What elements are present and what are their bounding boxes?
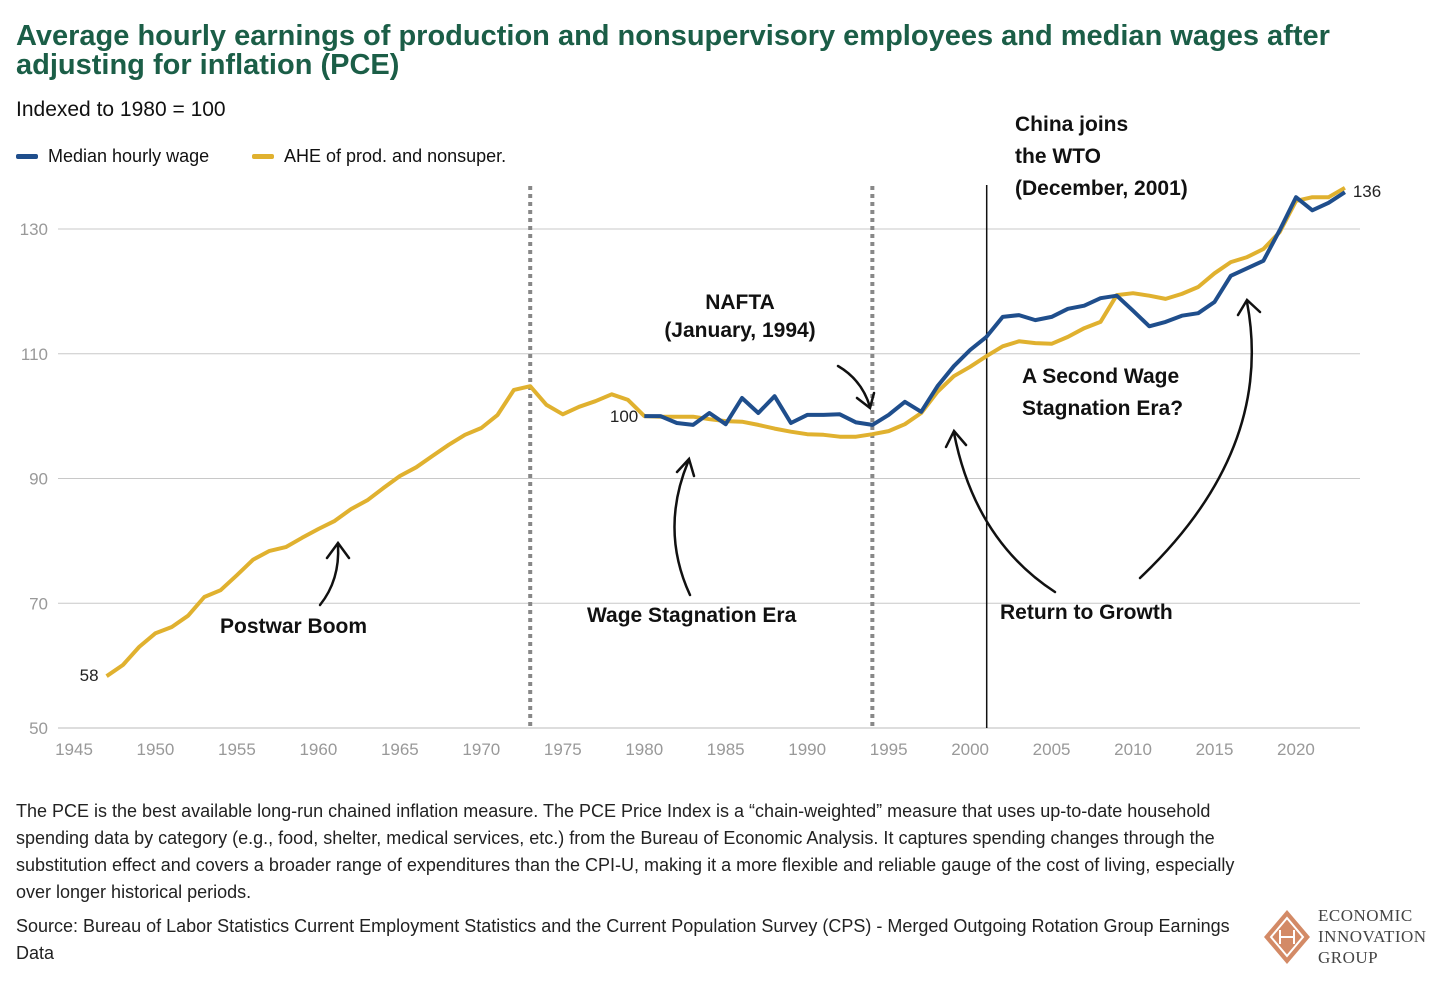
x-tick-label: 2010 (1114, 740, 1152, 759)
annotation-second-line1: A Second Wage (1022, 365, 1180, 388)
logo-line2: INNOVATION (1318, 927, 1427, 946)
annotation-wage-stagnation: Wage Stagnation Era (587, 604, 797, 627)
annotation-china-line1: China joins (1015, 113, 1129, 136)
annotation-china-wto: China joins the WTO (December, 2001) (1015, 109, 1188, 205)
annotation-china-line2: the WTO (1015, 145, 1101, 168)
x-tick-label: 1950 (137, 740, 175, 759)
legend-label-ahe: AHE of prod. and nonsuper. (284, 146, 507, 166)
annotation-postwar-boom: Postwar Boom (220, 615, 368, 638)
arrow-postwar (318, 540, 351, 607)
logo-line1: ECONOMIC (1318, 906, 1413, 925)
legend-label-median: Median hourly wage (48, 146, 210, 166)
arrow-nafta (836, 364, 876, 411)
x-tick-label: 1980 (625, 740, 663, 759)
x-tick-label: 2000 (951, 740, 989, 759)
y-tick-label: 50 (29, 719, 48, 738)
annotation-china-line3: (December, 2001) (1015, 177, 1188, 200)
x-tick-label: 1970 (462, 740, 500, 759)
eig-logo: ECONOMIC INNOVATION GROUP (1262, 905, 1427, 968)
arrow-stagnation (673, 456, 696, 597)
x-tick-label: 1965 (381, 740, 419, 759)
chart-subtitle: Indexed to 1980 = 100 (16, 98, 226, 121)
eig-diamond-icon (1264, 909, 1310, 964)
x-tick-label: 2005 (1033, 740, 1071, 759)
logo-line3: GROUP (1318, 948, 1379, 967)
annotation-nafta: NAFTA (January, 1994) (650, 289, 830, 345)
x-tick-label: 1975 (544, 740, 582, 759)
legend-item-ahe: AHE of prod. and nonsuper. (252, 146, 506, 167)
chart-title: Average hourly earnings of production an… (16, 20, 1330, 81)
annotation-nafta-line2: (January, 1994) (664, 319, 816, 342)
data-label-end: 136 (1353, 182, 1381, 201)
y-tick-label: 90 (29, 470, 48, 489)
data-label-index: 100 (610, 407, 638, 426)
arrow-growth-right (1138, 298, 1262, 580)
y-tick-label: 110 (21, 345, 48, 364)
arrow-growth-left (944, 428, 1057, 594)
x-tick-label: 1985 (707, 740, 745, 759)
data-label-start: 58 (80, 666, 99, 685)
annotation-second-line2: Stagnation Era? (1022, 397, 1184, 420)
x-tick-label: 1990 (788, 740, 826, 759)
annotation-nafta-line1: NAFTA (705, 291, 775, 314)
methodology-note: The PCE is the best available long-run c… (16, 801, 1235, 902)
x-tick-label: 1960 (299, 740, 337, 759)
series-line-median-hourly-wage (644, 190, 1346, 427)
y-tick-label: 130 (20, 220, 48, 239)
x-tick-label: 2020 (1277, 740, 1315, 759)
legend-swatch-ahe (252, 154, 274, 159)
y-tick-label: 70 (29, 594, 48, 613)
annotation-second-stagnation: A Second Wage Stagnation Era? (1022, 361, 1183, 425)
legend-swatch-median (16, 154, 38, 159)
legend-item-median: Median hourly wage (16, 146, 209, 167)
source-note: Source: Bureau of Labor Statistics Curre… (16, 916, 1230, 963)
x-tick-label: 1995 (870, 740, 908, 759)
x-tick-label: 2015 (1196, 740, 1234, 759)
x-tick-label: 1945 (55, 740, 93, 759)
x-tick-label: 1955 (218, 740, 256, 759)
annotation-return-to-growth: Return to Growth (1000, 601, 1173, 624)
eig-logo-text: ECONOMIC INNOVATION GROUP (1318, 905, 1427, 968)
